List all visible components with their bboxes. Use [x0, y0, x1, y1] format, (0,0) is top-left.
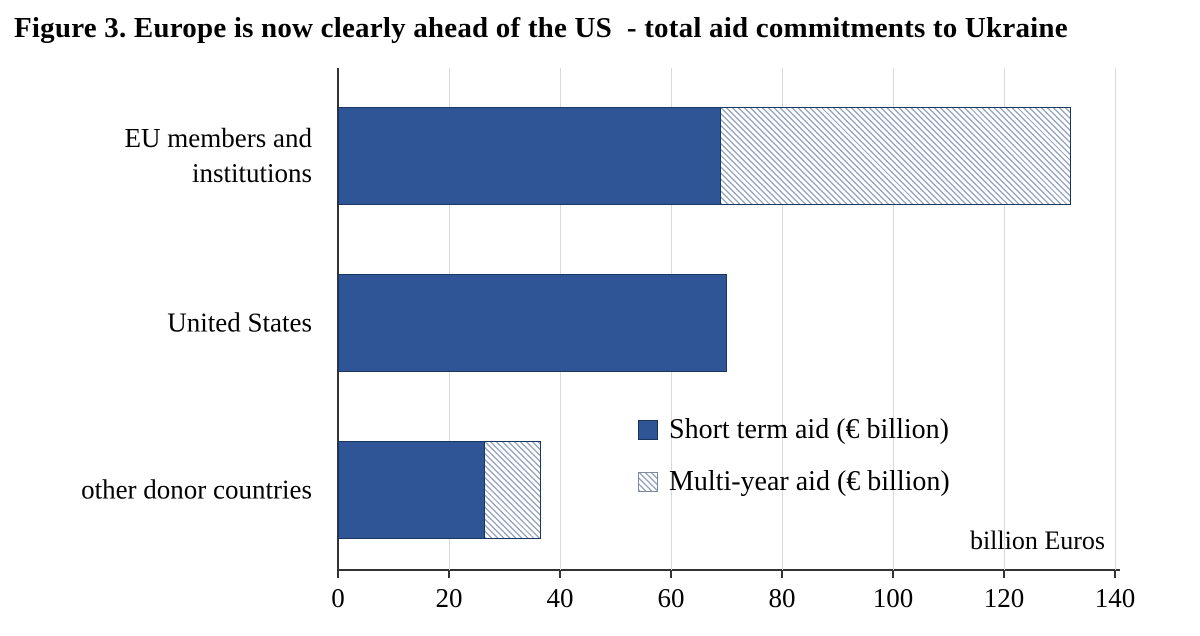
legend-swatch-hatched	[638, 472, 658, 492]
x-axis-unit-label: billion Euros	[969, 526, 1105, 555]
x-tick-label: 80	[768, 583, 796, 613]
bar-segment-short-term	[338, 274, 727, 372]
bar-segment-multi-year	[484, 441, 541, 539]
x-tick-label: 120	[983, 583, 1025, 613]
x-tick-label: 140	[1094, 583, 1136, 613]
bar-1	[338, 107, 1071, 205]
x-tick-mark	[1003, 570, 1005, 578]
x-axis-line	[337, 569, 1120, 571]
x-tick-label: 60	[657, 583, 685, 613]
x-tick-mark	[448, 570, 450, 578]
category-label: EU members and institutions	[124, 122, 312, 188]
bar-segment-short-term	[338, 107, 721, 205]
legend-label-short-term: Short term aid (€ billion)	[669, 414, 949, 445]
category-label: other donor countries	[81, 474, 312, 505]
x-tick-mark	[781, 570, 783, 578]
x-tick-label: 0	[331, 583, 345, 613]
bar-segment-multi-year	[719, 107, 1071, 205]
bar-segment-short-term	[338, 441, 486, 539]
legend-label-multi-year: Multi-year aid (€ billion)	[669, 466, 950, 497]
gridline	[1004, 68, 1005, 570]
gridline	[893, 68, 894, 570]
gridline	[782, 68, 783, 570]
x-tick-label: 20	[435, 583, 463, 613]
legend: Short term aid (€ billion) Multi-year ai…	[638, 412, 950, 516]
legend-item-multi-year: Multi-year aid (€ billion)	[638, 464, 950, 500]
gridline	[1115, 68, 1116, 570]
x-tick-mark	[670, 570, 672, 578]
x-tick-label: 100	[872, 583, 914, 613]
x-tick-label: 40	[546, 583, 574, 613]
bar-3	[338, 441, 541, 539]
legend-swatch-solid	[638, 420, 658, 440]
figure-title: Figure 3. Europe is now clearly ahead of…	[14, 12, 1068, 44]
bar-2	[338, 274, 727, 372]
x-tick-mark	[1114, 570, 1116, 578]
x-tick-mark	[337, 570, 339, 578]
plot-area: 0 20 40 60 80 100 120 140	[331, 68, 1135, 613]
legend-item-short-term: Short term aid (€ billion)	[638, 412, 950, 448]
x-tick-mark	[559, 570, 561, 578]
category-label: United States	[167, 307, 312, 338]
x-tick-mark	[892, 570, 894, 578]
